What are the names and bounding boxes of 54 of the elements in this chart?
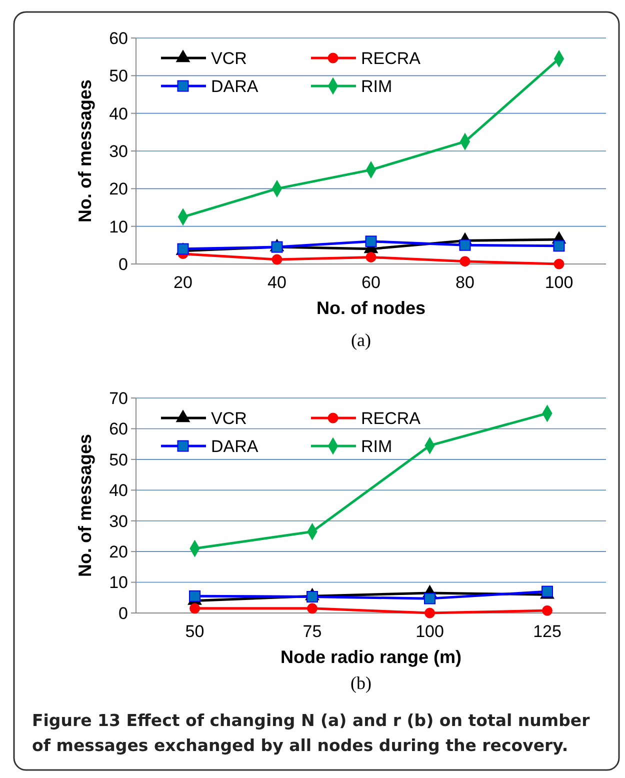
y-tick-label: 40: [109, 104, 128, 124]
legend-label: RECRA: [361, 48, 422, 68]
x-tick-label: 20: [174, 273, 192, 292]
point: [271, 241, 283, 253]
y-tick-label: 0: [118, 604, 128, 623]
point: [424, 592, 436, 604]
point: [366, 252, 376, 262]
x-tick-label: 75: [302, 622, 322, 641]
y-tick-label: 50: [109, 66, 128, 86]
x-tick-label: 125: [533, 622, 562, 641]
y-tick-label: 30: [109, 142, 128, 161]
point: [190, 603, 200, 614]
y-tick-label: 30: [109, 512, 128, 531]
x-axis-title: No. of nodes: [316, 298, 426, 318]
point: [365, 236, 377, 248]
y-tick-label: 10: [109, 217, 128, 236]
point: [424, 608, 435, 618]
y-axis-title: No. of messages: [75, 434, 95, 578]
x-tick-label: 40: [268, 273, 286, 292]
legend-label: RECRA: [361, 408, 422, 428]
point: [307, 603, 318, 614]
legend-label: VCR: [211, 48, 247, 68]
point: [306, 590, 318, 602]
point: [542, 605, 552, 616]
text: (a): [351, 330, 371, 350]
point: [189, 590, 200, 602]
y-tick-label: 0: [118, 254, 128, 274]
y-tick-label: 50: [109, 450, 128, 470]
legend-label: RIM: [361, 76, 392, 96]
x-tick-label: 100: [416, 622, 444, 641]
text: (b): [350, 673, 372, 693]
x-tick-label: 50: [185, 622, 204, 641]
x-axis-title: Node radio range (m): [280, 647, 462, 667]
point: [272, 254, 282, 265]
legend-label: VCR: [211, 408, 247, 428]
point: [460, 256, 470, 267]
y-tick-label: 40: [109, 481, 128, 500]
y-tick-label: 60: [109, 420, 128, 439]
x-tick-label: 100: [544, 273, 574, 292]
point: [459, 239, 471, 251]
y-tick-label: 10: [109, 573, 128, 592]
y-axis-title: No. of messages: [75, 79, 95, 223]
legend-label: DARA: [211, 76, 259, 96]
legend-label: DARA: [211, 436, 259, 456]
legend-label: RIM: [361, 436, 392, 456]
point: [553, 240, 565, 252]
x-tick-label: 60: [362, 273, 380, 292]
y-tick-label: 70: [109, 388, 128, 408]
caption: Figure 13 Effect of changing N (a) and r (b) on total number of messages exchanged by all nodes during the recovery.: [32, 711, 591, 755]
y-tick-label: 60: [109, 28, 128, 48]
point: [554, 258, 564, 270]
y-tick-label: 20: [109, 542, 128, 562]
x-tick-label: 80: [456, 273, 474, 292]
y-tick-label: 20: [109, 180, 128, 199]
